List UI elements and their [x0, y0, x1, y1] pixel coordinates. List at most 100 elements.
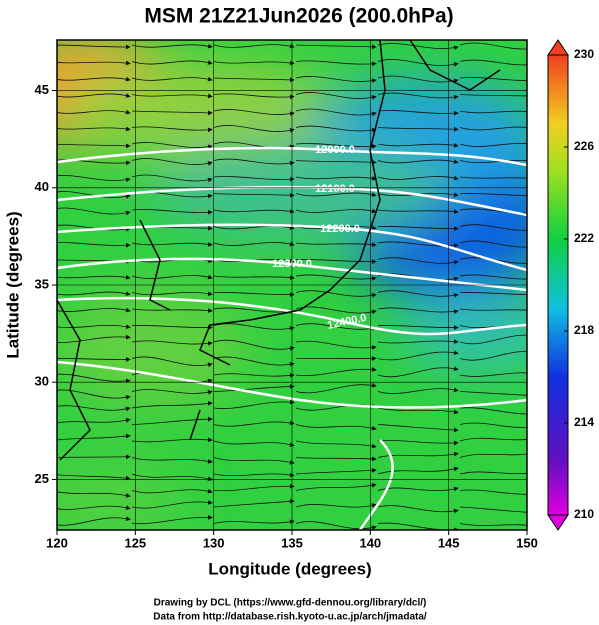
streamline: [213, 440, 295, 447]
streamline: [295, 482, 377, 491]
streamline: [377, 159, 459, 164]
streamline: [213, 192, 295, 198]
y-tick-label: 30: [35, 374, 49, 389]
streamline: [377, 440, 459, 446]
streamline: [377, 466, 459, 475]
streamline: [213, 60, 295, 66]
streamline: [131, 325, 213, 330]
streamline: [459, 292, 527, 295]
streamline: [213, 483, 295, 492]
streamline: [459, 334, 527, 345]
streamline: [213, 356, 295, 367]
streamline: [295, 92, 377, 100]
axes: 120 125 130 135 140 145 150 25 30 35 40 45: [35, 82, 538, 550]
streamline: [213, 472, 295, 478]
streamline: [377, 424, 459, 433]
streamline: [377, 307, 459, 314]
streamline: [295, 242, 377, 247]
streamline: [377, 209, 459, 214]
x-tick-label: 145: [438, 535, 460, 550]
contour: [57, 296, 527, 336]
streamline: [57, 357, 131, 362]
streamline: [131, 110, 213, 116]
streamline: [377, 505, 459, 514]
streamline: [131, 416, 213, 425]
streamline: [459, 523, 527, 526]
streamline: [459, 143, 527, 147]
streamline: [213, 125, 295, 133]
streamline: [213, 176, 295, 182]
streamline: [459, 506, 527, 513]
streamline: [459, 126, 527, 131]
coast: [189, 409, 201, 441]
streamline: [131, 457, 213, 464]
streamline: [213, 399, 295, 409]
streamline: [295, 60, 377, 67]
x-tick-label: 120: [46, 535, 68, 550]
streamline: [213, 339, 295, 351]
x-axis-label: Longitude (degrees): [208, 559, 371, 578]
streamline: [295, 208, 377, 214]
streamline: [377, 257, 459, 265]
credit: Data from http://database.rish.kyoto-u.a…: [153, 612, 427, 623]
streamline: [295, 323, 377, 331]
streamline: [213, 275, 295, 280]
streamline: [213, 498, 295, 508]
streamline: [459, 372, 527, 377]
streamline: [295, 108, 377, 117]
streamline: [377, 407, 459, 415]
contour: [57, 257, 527, 292]
streamline: [131, 499, 213, 509]
credit: Drawing by DCL (https://www.gfd-dennou.o…: [154, 598, 427, 609]
streamline: [57, 433, 131, 441]
streamline: [213, 241, 295, 247]
streamline: [213, 208, 295, 214]
streamline: [459, 422, 527, 428]
streamline: [377, 142, 459, 148]
streamline: [377, 366, 459, 378]
x-tick-label: 135: [281, 535, 303, 550]
x-tick-label: 150: [516, 535, 538, 550]
streamline: [459, 42, 527, 50]
colorbar-tick-label: 230: [574, 47, 594, 61]
streamline: [295, 382, 377, 394]
streamline: [213, 420, 295, 427]
colorbar-tick-label: 210: [574, 507, 594, 521]
streamline: [459, 407, 527, 415]
coast: [139, 219, 171, 311]
streamline: [377, 59, 459, 67]
streamline: [213, 93, 295, 100]
streamline: [131, 60, 213, 65]
streamline: [213, 292, 295, 297]
colorbar-max-arrow: [547, 39, 569, 56]
streamline: [295, 259, 377, 264]
streamline: [131, 356, 213, 368]
colorbar-tick-label: 214: [574, 415, 594, 429]
streamline: [213, 225, 295, 230]
streamline: [213, 77, 295, 83]
streamline: [377, 339, 459, 344]
streamline: [295, 340, 377, 350]
streamline: [57, 454, 131, 460]
streamline: [131, 158, 213, 166]
streamline: [295, 367, 377, 376]
streamline: [459, 160, 527, 163]
streamline: [213, 519, 295, 525]
title: MSM 21Z21Jun2026 (200.0hPa): [144, 5, 453, 28]
colorbar-tick-label: 218: [574, 323, 594, 337]
coast: [409, 40, 501, 91]
y-tick-label: 25: [35, 471, 49, 486]
coast: [199, 40, 386, 366]
streamline: [295, 274, 377, 281]
streamline: [459, 110, 527, 114]
streamline: [213, 109, 295, 117]
streamline: [459, 391, 527, 396]
colorbar-ticks: 210 214 218 222 226 230: [564, 47, 594, 521]
streamline: [295, 424, 377, 431]
streamline: [213, 307, 295, 314]
streamline: [295, 440, 377, 449]
streamline: [131, 401, 213, 409]
streamline: [377, 451, 459, 458]
streamline: [459, 59, 527, 66]
